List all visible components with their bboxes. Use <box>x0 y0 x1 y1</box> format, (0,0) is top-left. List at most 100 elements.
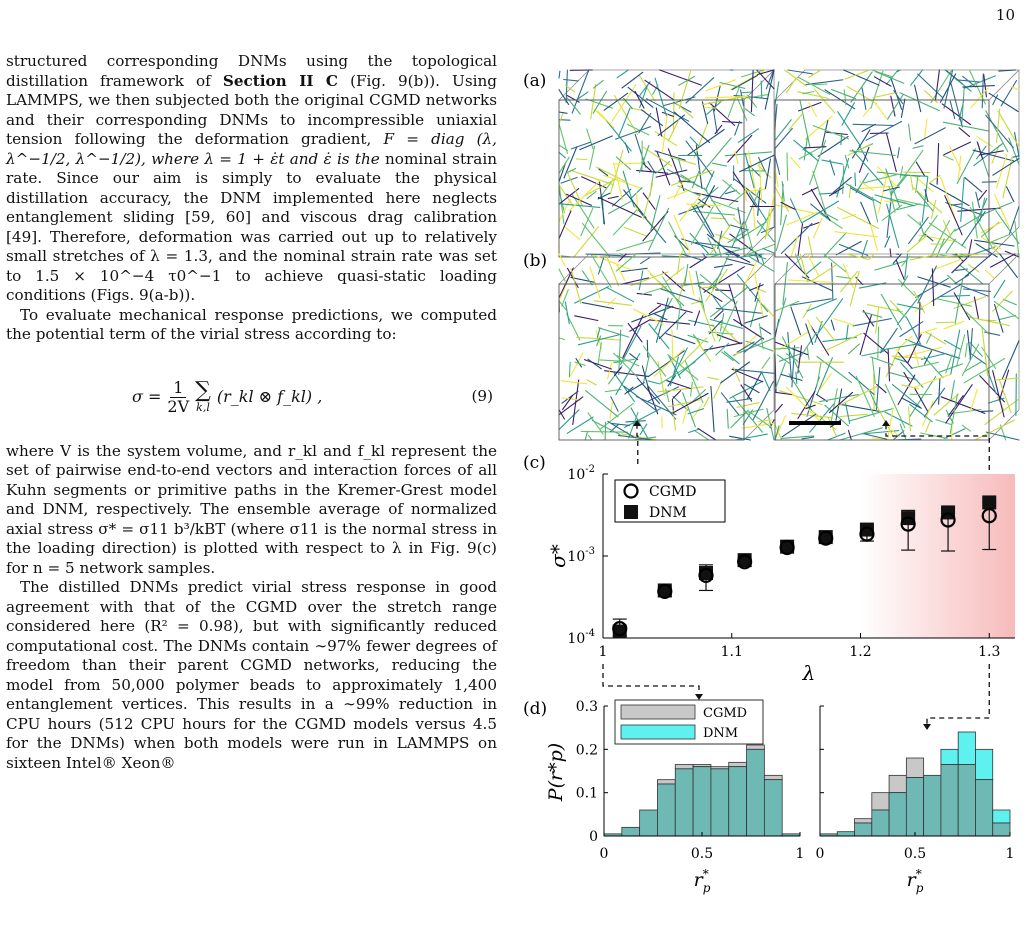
fiber-segment <box>733 396 763 432</box>
fiber-segment <box>913 146 923 148</box>
fiber-segment <box>559 269 565 281</box>
fiber-segment <box>959 128 969 137</box>
fiber-segment <box>585 432 587 440</box>
fiber-segment <box>666 334 695 344</box>
fiber-segment <box>855 173 856 186</box>
fiber-segment <box>764 305 775 317</box>
fiber-segment <box>608 196 618 198</box>
fiber-segment <box>862 351 884 355</box>
fiber-segment <box>886 133 896 172</box>
fiber-segment <box>926 422 930 432</box>
fiber-segment <box>871 71 883 108</box>
fiber-segment <box>689 271 694 295</box>
fiber-segment <box>765 70 774 109</box>
fiber-segment <box>964 289 991 291</box>
fiber-segment <box>685 264 688 284</box>
fiber-segment <box>944 429 965 439</box>
histogram-bar <box>889 793 906 836</box>
fiber-segment <box>630 354 638 360</box>
network-a-right <box>775 70 1019 257</box>
histogram-bar <box>640 810 658 836</box>
fiber-segment <box>927 334 932 343</box>
fiber-segment <box>909 124 911 140</box>
hist-legend-cgmd-swatch <box>621 705 695 719</box>
fiber-segment <box>721 362 750 383</box>
fiber-segment <box>711 387 714 432</box>
fiber-segment <box>825 233 847 256</box>
fiber-segment <box>910 404 932 421</box>
fiber-segment <box>708 377 719 379</box>
fiber-segment <box>732 76 757 90</box>
fiber-segment <box>655 132 676 146</box>
x-axis-label: r*p <box>907 867 924 895</box>
fiber-segment <box>559 124 567 154</box>
fiber-segment <box>567 417 593 433</box>
fiber-segment <box>745 109 754 116</box>
fiber-segment <box>660 70 702 85</box>
panel-label-d: (d) <box>523 699 547 719</box>
fiber-segment <box>559 211 571 239</box>
fiber-segment <box>575 316 598 321</box>
fiber-segment <box>711 287 748 317</box>
fiber-segment <box>915 85 921 111</box>
fiber-segment <box>788 70 812 74</box>
fiber-segment <box>617 240 653 251</box>
fiber-segment <box>936 299 972 307</box>
paragraph-2: To evaluate mechanical response predicti… <box>6 306 497 345</box>
fiber-segment <box>982 74 983 108</box>
fiber-segment <box>1007 187 1014 202</box>
x-axis-label: λ <box>802 661 816 685</box>
x-tick-label: 0 <box>816 846 825 862</box>
fiber-segment <box>683 406 687 423</box>
fiber-segment <box>598 197 641 217</box>
fiber-segment <box>637 192 638 211</box>
fiber-segment <box>815 89 835 113</box>
histogram-bar <box>657 784 675 836</box>
fiber-segment <box>1009 206 1019 234</box>
histogram-bar <box>958 765 975 837</box>
paragraph-3: where V is the system volume, and r_kl a… <box>6 442 497 579</box>
x-tick-label: 0 <box>600 846 609 862</box>
fiber-segment <box>888 408 893 438</box>
histogram-bar-top <box>764 775 782 779</box>
equation-9: σ = 1 2V ∑k,l (r_kl ⊗ f_kl) , (9) <box>6 379 497 416</box>
fiber-segment <box>925 332 945 345</box>
fiber-segment <box>779 332 808 350</box>
fiber-segment <box>649 306 660 314</box>
network-a-left <box>559 70 774 257</box>
fiber-segment <box>745 187 746 201</box>
fiber-segment <box>791 236 798 257</box>
fiber-segment <box>832 90 856 99</box>
histogram-bar-top <box>941 749 958 764</box>
fiber-segment <box>817 357 852 383</box>
fiber-segment <box>571 142 590 149</box>
fiber-segment <box>783 263 788 305</box>
fiber-segment <box>787 153 788 180</box>
fiber-segment <box>649 324 669 348</box>
fiber-segment <box>830 187 844 196</box>
fiber-segment <box>910 377 936 417</box>
x-tick-label: 0.5 <box>691 846 713 862</box>
fiber-segment <box>640 85 648 108</box>
fiber-segment <box>964 359 1005 383</box>
fiber-segment <box>584 360 611 369</box>
fiber-segment <box>909 407 911 431</box>
fiber-segment <box>731 410 748 427</box>
fiber-segment <box>971 389 978 411</box>
fiber-segment <box>662 115 667 153</box>
fiber-segment <box>896 336 912 350</box>
fiber-segment <box>925 119 927 138</box>
box-front-face <box>559 284 744 440</box>
fiber-segment <box>1003 299 1016 304</box>
fiber-segment <box>725 190 736 193</box>
fiber-segment <box>775 320 779 338</box>
histogram-bar <box>711 769 729 836</box>
fiber-segment <box>704 397 709 407</box>
fiber-segment <box>936 322 956 323</box>
fiber-segment <box>569 362 570 377</box>
fiber-segment <box>900 424 906 440</box>
fiber-segment <box>943 156 953 160</box>
fiber-segment <box>799 77 830 94</box>
